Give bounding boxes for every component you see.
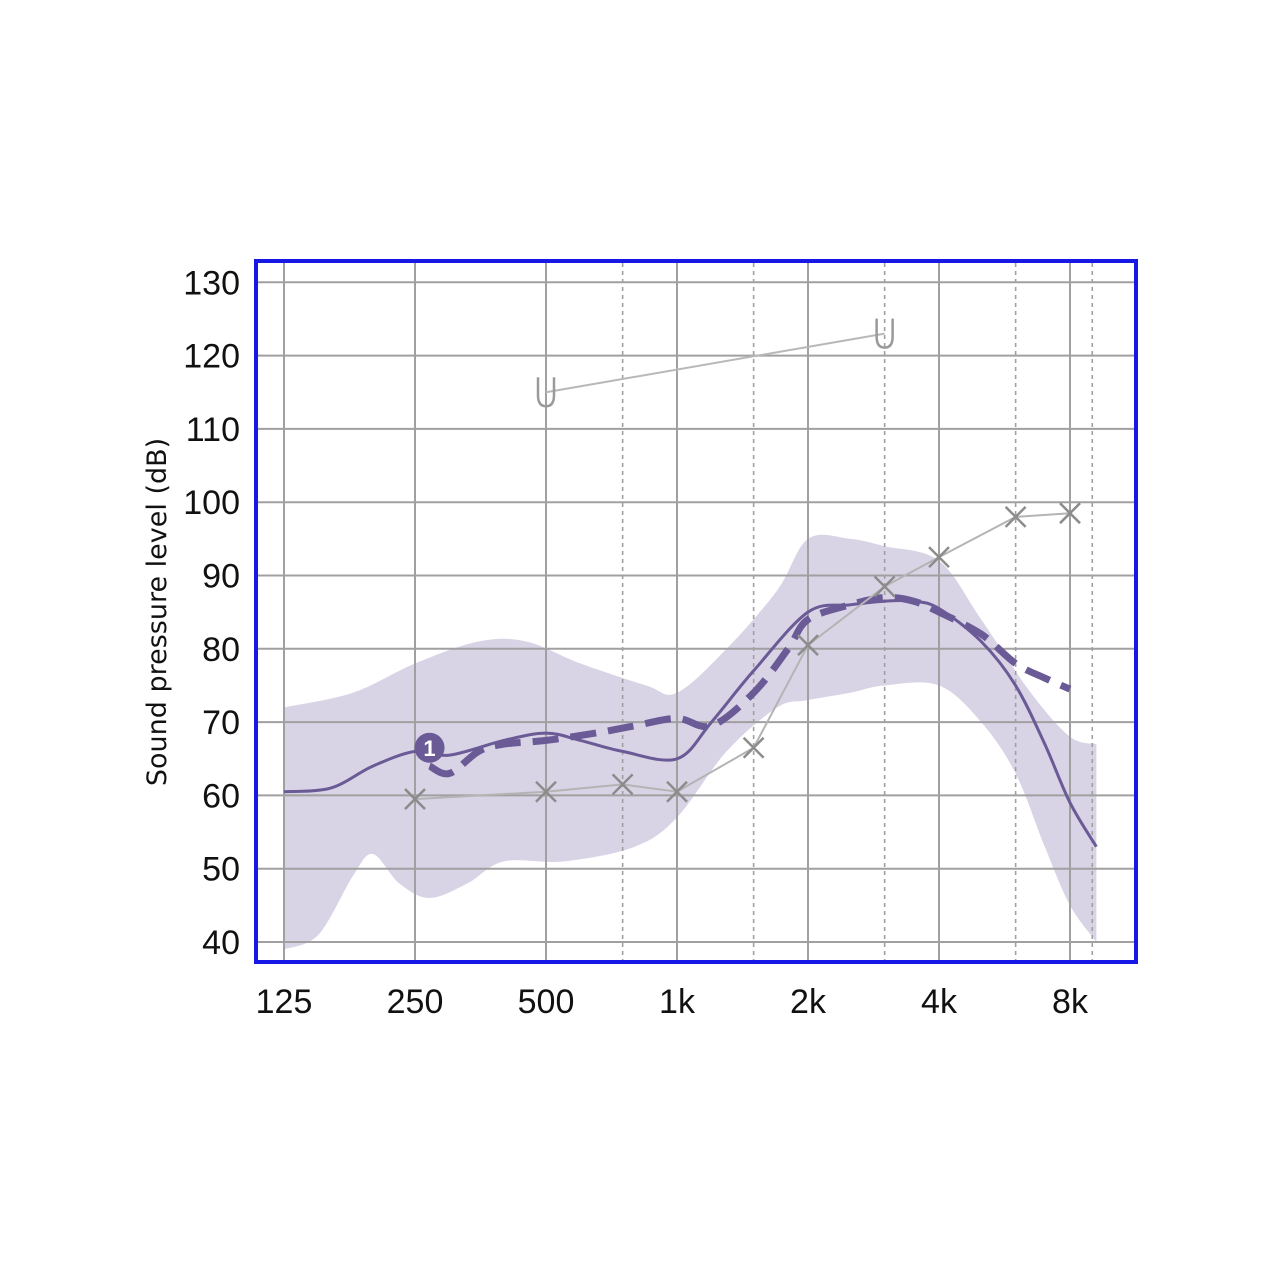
- threshold-x-marker: [404, 788, 426, 810]
- threshold-x-marker: [1059, 502, 1081, 525]
- ucl-u-marker: [875, 318, 894, 349]
- y-tick-label: 90: [202, 558, 240, 596]
- y-axis-ticks: 40 50 60 70 80 90 100 110 120 130: [183, 264, 240, 962]
- threshold-x-stroke: [535, 780, 557, 803]
- threshold-x-stroke: [404, 788, 426, 810]
- threshold-x-stroke: [797, 634, 819, 657]
- threshold-x-stroke: [873, 575, 896, 598]
- ucl-line: [545, 332, 885, 394]
- threshold-x-marker: [928, 546, 950, 569]
- x-tick-label: 8k: [1052, 983, 1089, 1021]
- x-tick-label: 4k: [921, 983, 958, 1021]
- markers: 1: [404, 318, 1081, 810]
- y-tick-label: 50: [202, 851, 240, 889]
- target-range-band-area: [284, 534, 1097, 950]
- y-tick-label: 80: [202, 631, 240, 669]
- threshold-x-marker: [797, 634, 819, 657]
- threshold-x-stroke: [1004, 505, 1027, 528]
- x-tick-label: 250: [387, 983, 444, 1021]
- x-tick-label: 500: [518, 983, 575, 1021]
- threshold-line: [414, 512, 1071, 801]
- y-axis-label: Sound pressure level (dB): [142, 438, 173, 786]
- x-tick-label: 125: [256, 983, 313, 1021]
- measured-curve: [427, 593, 1072, 778]
- threshold-x-marker: [873, 575, 896, 598]
- y-tick-label: 110: [186, 411, 240, 449]
- x-tick-label: 2k: [790, 983, 827, 1021]
- y-tick-label: 120: [183, 338, 240, 376]
- y-tick-label: 60: [202, 777, 240, 815]
- y-tick-label: 40: [202, 924, 240, 962]
- y-tick-label: 70: [202, 704, 240, 742]
- threshold-x-marker: [666, 780, 688, 803]
- threshold-x-stroke: [666, 780, 688, 803]
- ucl-u-marker: [536, 377, 556, 408]
- threshold-x-stroke: [928, 546, 950, 569]
- threshold-x-marker: [1004, 505, 1027, 528]
- grid: [256, 263, 1136, 960]
- annotation-circle: [414, 732, 445, 763]
- y-tick-label: 100: [183, 484, 240, 522]
- y-tick-label: 130: [183, 264, 240, 302]
- threshold-x-marker: [742, 736, 765, 759]
- plot-frame: [254, 259, 1138, 964]
- threshold-x-stroke: [1059, 502, 1081, 525]
- threshold-x-marker: [535, 780, 557, 803]
- x-tick-label: 1k: [659, 983, 696, 1021]
- annotation-label: 1: [423, 736, 435, 761]
- target-range-band: [284, 534, 1097, 950]
- x-axis-ticks: 125 250 500 1k 2k 4k 8k: [256, 983, 1089, 1021]
- threshold-x-marker: [611, 773, 634, 796]
- threshold-x-stroke: [742, 736, 765, 759]
- threshold-x-stroke: [611, 773, 634, 796]
